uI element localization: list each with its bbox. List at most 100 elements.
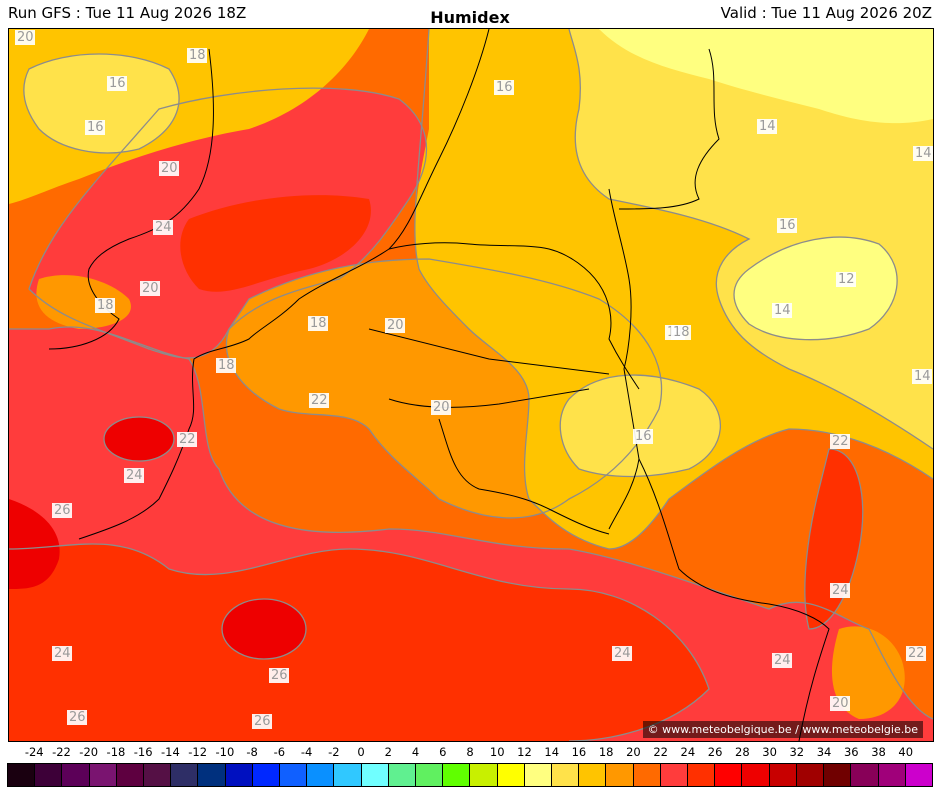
legend-tick-label: -16 [133,745,153,759]
legend-tick-label: 2 [384,745,392,759]
contour-label: 18 [218,358,235,373]
legend-tick-label: 28 [735,745,750,759]
legend-tick-label: 16 [571,745,587,759]
contour-label: 20 [832,696,849,711]
contour-label: 24 [126,468,143,483]
legend-swatch [905,764,932,786]
contour-label-bg [494,80,514,95]
legend-swatch [524,764,553,786]
legend-swatch [62,764,90,786]
legend-tick-label: -12 [188,745,208,759]
legend-tick-label: 36 [843,745,859,759]
contour-label: 26 [54,503,71,518]
legend-tick-label: -8 [246,745,258,759]
legend-swatch [796,764,825,786]
contour-label: 18 [310,316,327,331]
legend-tick-label: 18 [598,745,614,759]
contour-label-bg [140,281,160,296]
contour-label: 16 [109,76,126,91]
contour-lines [9,29,933,741]
contour-label: 26 [254,714,271,729]
contour-label-bg [269,668,289,683]
contour-label-bg [15,30,35,45]
legend-swatch [579,764,607,786]
contour-label-bg [95,298,115,313]
humidex-map-svg: 20 18 16 16 16 20 24 14 14 16 12 14 18 20 18 20 18 14 18 22… [9,29,933,741]
contour-label: 24 [832,583,849,598]
legend-swatch [334,764,362,786]
legend-bar [7,763,933,787]
contour-label: 22 [311,393,328,408]
legend-tick-label: -14 [161,745,180,759]
legend-tick-label: -2 [328,745,340,759]
zone-14-nw [23,54,179,153]
legend-tick-label: 4 [411,745,420,759]
contour-label-bg [85,120,105,135]
legend-swatch [35,764,63,786]
contour-label: 16 [635,429,652,444]
legend-tick-label: 32 [789,745,805,759]
contour-label-bg [216,358,236,373]
contour-label: 24 [774,653,791,668]
contour-label-bg [309,393,329,408]
contour-label: 26 [271,668,288,683]
legend-swatch [361,764,389,786]
legend-swatch [198,764,226,786]
contour-label-bg [52,503,72,518]
zone-14-ne [569,29,933,449]
legend-tick-label: 12 [517,745,532,759]
legend-tick-label: 38 [871,745,886,759]
legend-swatch [824,764,852,786]
contour-label: 20 [17,30,34,45]
contour-label: 22 [908,646,925,661]
legend-tick-label: 20 [626,745,641,759]
credit-notice: © www.meteobelgique.be / www.meteobelgie… [642,721,923,738]
contour-label-bg [633,429,653,444]
legend-swatch [851,764,879,786]
legend-tick-label: -6 [273,745,286,759]
contour-label-bg [830,696,850,711]
contour-label: 12 [838,272,855,287]
contour-label-bg [52,646,72,661]
contour-label: 26 [69,710,86,725]
contour-label-bg [912,369,932,384]
legend-tick-label: 40 [898,745,914,759]
contour-label-bg [187,48,207,63]
contour-label-bg [913,146,933,161]
legend-swatch [715,764,743,786]
legend-swatch [144,764,172,786]
contour-label: 18 [673,325,690,340]
legend-swatch [633,764,661,786]
legend-tick-label: -10 [215,745,235,759]
contour-label-bg [830,434,850,449]
contour-label-bg [906,646,926,661]
contour-label-bg [153,220,173,235]
contour-label: 20 [161,161,178,176]
contour-label-bg [385,318,405,333]
contour-label-bg [671,325,691,340]
legend-swatch [225,764,253,786]
valid-title: Valid : Tue 11 Aug 2026 20Z [720,4,932,22]
contour-label-bg [177,432,197,447]
contour-label-bg [67,710,87,725]
legend-swatch [769,764,797,786]
legend-swatch [171,764,199,786]
contour-label: 22 [832,434,849,449]
contour-label-bg [772,653,792,668]
contour-label-bg [431,400,451,415]
contour-label: 18 [189,48,206,63]
legend-swatch [688,764,716,786]
zone-26-a [222,599,306,659]
contour-label: 18 [97,298,114,313]
run-title: Run GFS : Tue 11 Aug 2026 18Z [8,4,247,22]
contour-label: 20 [387,318,404,333]
legend-swatch [416,764,444,786]
zone-26-c [9,499,60,589]
legend-swatch [443,764,471,786]
contour-label-bg [757,119,777,134]
contour-label: 22 [179,432,196,447]
contour-label-bg [777,218,797,233]
contour-label: 14 [774,303,791,318]
zone-18-se [831,626,905,719]
color-legend: -24 -22 -20 -18 -16 -14 -12 -10 -8 -6 -4 -2 0 2 4 6 8 10 1… [7,745,933,795]
